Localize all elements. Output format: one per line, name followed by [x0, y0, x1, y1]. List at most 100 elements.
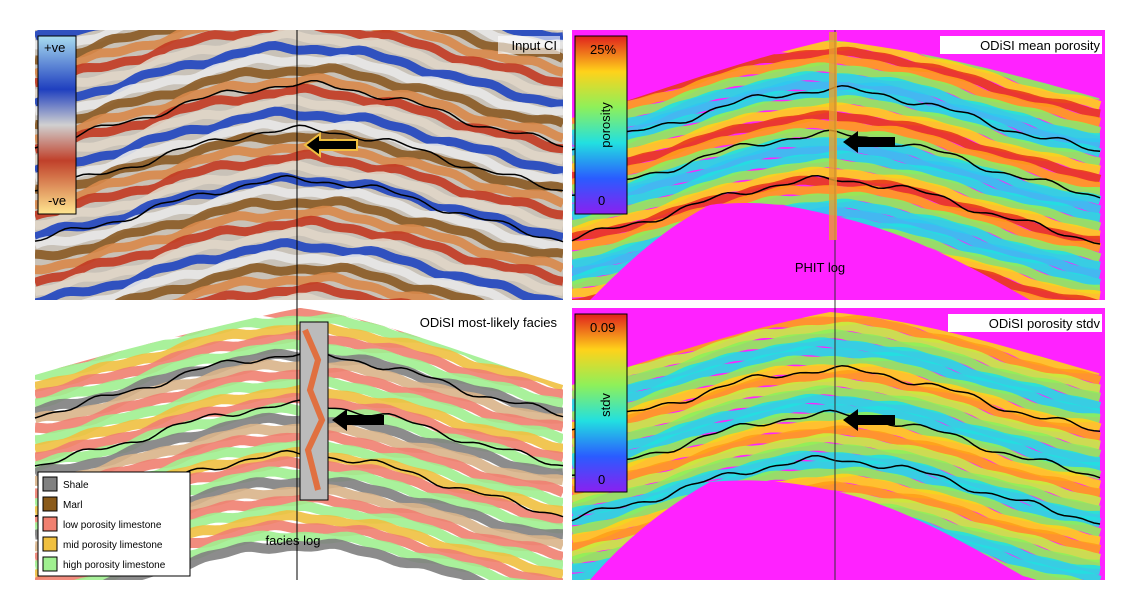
horizon [34, 80, 564, 149]
band [35, 30, 563, 78]
band [572, 346, 1100, 418]
legend-label: Shale [63, 480, 89, 491]
band [572, 337, 1102, 411]
band [35, 215, 563, 287]
band [572, 403, 1101, 472]
title-bg [940, 36, 1102, 54]
colorbar-top: +ve [44, 40, 65, 55]
band [35, 30, 563, 33]
facies-log-curve [302, 328, 326, 491]
band [572, 425, 1101, 498]
band [572, 369, 1101, 442]
band [168, 271, 447, 300]
band [35, 321, 563, 392]
legend-swatch [42, 556, 58, 572]
arrow [332, 409, 384, 431]
legend-label: Marl [63, 500, 82, 511]
annotation: PHIT log [795, 260, 845, 275]
band [572, 377, 1101, 450]
panel-title: ODiSI mean porosity [980, 38, 1100, 53]
band [35, 83, 563, 154]
band [35, 196, 563, 261]
colorbar [574, 35, 628, 215]
band [35, 160, 563, 231]
band [572, 363, 1102, 433]
band [35, 392, 563, 463]
band [572, 418, 1102, 490]
band [35, 73, 563, 144]
band [35, 226, 563, 297]
band [35, 359, 563, 424]
band [35, 339, 563, 409]
band [256, 292, 343, 300]
legend: Shale Marl low porosity limestone mid po… [37, 471, 191, 577]
band [35, 30, 563, 99]
band [572, 355, 1101, 423]
arrow [303, 132, 358, 158]
colorbar-label: stdv [598, 393, 613, 417]
band [35, 538, 563, 580]
horizon [34, 174, 564, 243]
legend-swatch [42, 476, 58, 492]
title-bg [948, 314, 1102, 332]
horizon [34, 399, 564, 467]
band [81, 250, 513, 300]
band [35, 172, 563, 242]
colorbar [37, 35, 77, 215]
colorbar-top: 25% [590, 42, 616, 57]
phit-log [829, 32, 837, 240]
colorbar-label: porosity [598, 102, 613, 148]
horizon [34, 124, 564, 192]
legend-label: low porosity limestone [63, 520, 162, 531]
horizon [571, 364, 1101, 432]
horizon [571, 454, 1101, 525]
band [35, 205, 563, 275]
band [572, 385, 1102, 459]
band [35, 367, 563, 434]
band [572, 460, 1102, 528]
band [35, 0, 563, 17]
band [35, 63, 563, 131]
band [191, 281, 412, 300]
colorbar-bottom: 0 [598, 193, 605, 208]
legend-label: mid porosity limestone [63, 540, 163, 551]
band [35, 30, 563, 66]
panel-title: ODiSI porosity stdv [989, 316, 1101, 331]
band [572, 329, 1102, 402]
band [35, 149, 563, 221]
title-bg [498, 36, 560, 54]
band [35, 30, 563, 88]
colorbar [574, 313, 628, 493]
legend-swatch [42, 496, 58, 512]
band [572, 441, 1101, 515]
horizon [34, 350, 564, 419]
band [572, 433, 1102, 507]
band [35, 383, 563, 455]
arrow [843, 409, 895, 431]
band [35, 422, 563, 487]
band [35, 412, 563, 479]
band [35, 402, 563, 472]
band [35, 40, 563, 109]
annotation: facies log [266, 533, 321, 548]
panel-title: Input CI [511, 38, 557, 53]
band [35, 139, 563, 210]
legend-swatch [42, 516, 58, 532]
colorbar-bottom: -ve [48, 193, 66, 208]
band [572, 321, 1101, 394]
band [572, 393, 1101, 466]
colorbar-top: 0.09 [590, 320, 615, 335]
band [35, 184, 563, 251]
legend-box [37, 471, 191, 577]
band [35, 375, 563, 446]
band [35, 238, 563, 300]
band [572, 0, 1100, 27]
band [572, 466, 1102, 538]
band [35, 94, 563, 165]
colorbar-bottom: 0 [598, 472, 605, 487]
band [35, 329, 563, 400]
panel-title: ODiSI most-likely facies [420, 315, 558, 330]
band [35, 119, 563, 184]
